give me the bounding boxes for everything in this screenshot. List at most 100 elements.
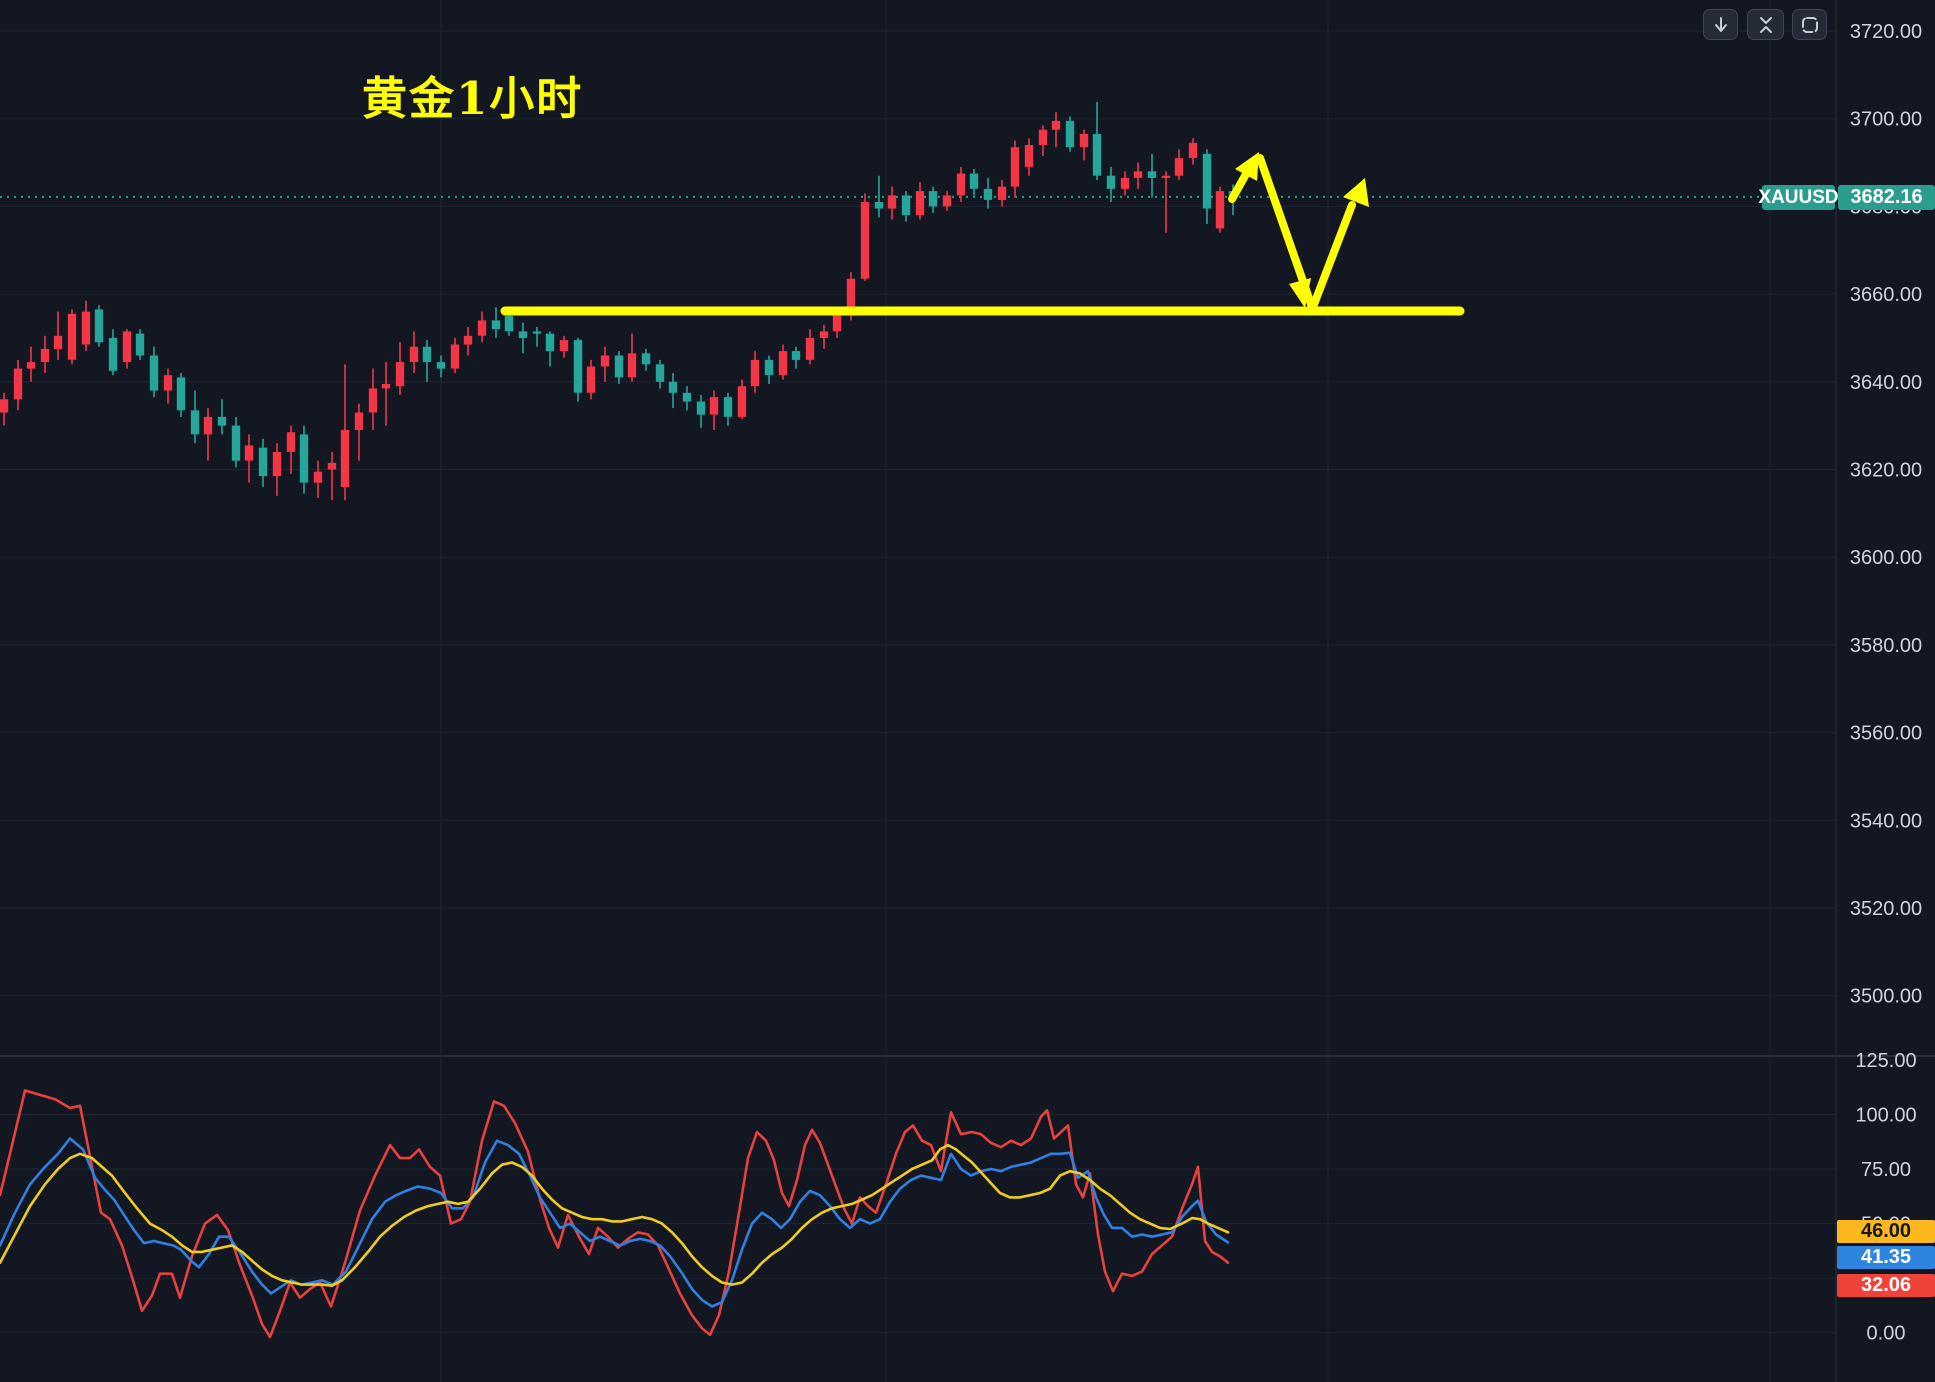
up-arrow-1-head[interactable] <box>1235 152 1259 181</box>
candle-body <box>573 340 583 393</box>
candle-body <box>26 362 36 369</box>
candle-body <box>258 447 268 477</box>
candle-body <box>272 452 282 477</box>
candle-body <box>450 344 460 369</box>
candle-body <box>1133 171 1143 178</box>
candle-body <box>135 333 145 356</box>
candle-body <box>1215 191 1225 229</box>
candle-body <box>81 311 91 345</box>
candle-body <box>149 355 159 391</box>
candle-body <box>942 195 952 207</box>
candle-body <box>1065 120 1075 148</box>
price-tick-label: 3600.00 <box>1850 547 1922 569</box>
down-leg-head[interactable] <box>1289 278 1311 308</box>
maximize-pane-button[interactable] <box>1792 9 1827 40</box>
candle-body <box>491 320 501 330</box>
candle-body <box>750 359 760 387</box>
candle-body <box>327 462 337 470</box>
candle-body <box>627 353 637 378</box>
candle-body <box>819 331 829 338</box>
candle-body <box>477 320 487 336</box>
candle-body <box>1010 147 1020 187</box>
collapse-pane-button[interactable] <box>1747 9 1784 40</box>
candle-body <box>668 381 678 393</box>
candle-body <box>901 195 911 216</box>
arrow-down-icon <box>1714 16 1727 32</box>
candle-body <box>244 445 254 461</box>
candle-body <box>887 195 897 209</box>
candle-body <box>1106 175 1116 189</box>
candle-body <box>40 348 50 363</box>
candle-body <box>122 331 132 363</box>
candle-body <box>846 278 856 314</box>
candle-body <box>395 362 405 387</box>
candle-body <box>983 188 993 200</box>
price-tick-label: 3620.00 <box>1850 460 1922 482</box>
candle-body <box>641 353 651 365</box>
price-tick-label: 3640.00 <box>1850 372 1922 394</box>
candle-body <box>176 377 186 411</box>
candle-body <box>231 425 241 461</box>
candle-body <box>13 368 23 400</box>
candle-body <box>381 384 391 389</box>
candle-body <box>1188 142 1198 159</box>
up-arrow-2-drawing[interactable] <box>1309 201 1356 311</box>
candle-body <box>504 316 514 332</box>
candle-body <box>436 362 446 369</box>
candle-body <box>1147 171 1157 178</box>
candle-body <box>614 355 624 378</box>
candle-body <box>286 432 296 452</box>
candle-body <box>1092 134 1102 176</box>
candle-body <box>518 331 528 338</box>
candle-body <box>1202 153 1212 209</box>
candle-body <box>1051 120 1061 130</box>
candle-body <box>0 399 9 413</box>
chevrons-collapse-icon <box>1759 16 1772 33</box>
candle-body <box>53 335 63 349</box>
candle-body <box>586 366 596 393</box>
price-tick-label: 3560.00 <box>1850 723 1922 745</box>
slow-line-plot <box>0 1143 1230 1287</box>
candle-body <box>422 346 432 362</box>
mid-line-plot <box>0 1137 1230 1308</box>
candle-body <box>969 173 979 189</box>
fast-line-plot <box>0 1089 1230 1339</box>
candle-body <box>1174 158 1184 176</box>
candle-body <box>203 416 213 435</box>
candle-body <box>805 337 815 360</box>
up-arrow-2-head[interactable] <box>1343 178 1369 207</box>
candle-body <box>655 364 665 382</box>
candle-body <box>545 333 555 352</box>
price-tick-label: 3720.00 <box>1850 21 1922 43</box>
candle-body <box>532 331 542 334</box>
oscillator-value-badge-fast: 32.06 <box>1837 1274 1935 1297</box>
candle-body <box>682 392 692 402</box>
candle-body <box>67 313 77 360</box>
candle-body <box>368 388 378 413</box>
candle-body <box>1024 145 1034 167</box>
fullscreen-frame-icon <box>1801 16 1818 33</box>
symbol-label-badge: XAUUSD <box>1758 185 1839 210</box>
candle-body <box>1120 177 1130 189</box>
oscillator-tick-label: 75.00 <box>1861 1159 1911 1181</box>
candle-body <box>190 410 200 435</box>
candle-body <box>409 346 419 362</box>
price-tick-label: 3660.00 <box>1850 284 1922 306</box>
candle-body <box>217 416 227 426</box>
candle-body <box>764 359 774 376</box>
candle-body <box>997 186 1007 200</box>
candle-body <box>737 386 747 417</box>
candle-body <box>915 191 925 216</box>
candle-body <box>354 412 364 430</box>
oscillator-tick-label: 0.00 <box>1867 1323 1906 1345</box>
candle-body <box>791 351 801 360</box>
candle-body <box>928 191 938 207</box>
candle-body <box>956 173 966 196</box>
last-price-badge: 3682.16 <box>1838 185 1935 210</box>
candle-body <box>600 355 610 367</box>
scroll-down-button[interactable] <box>1703 9 1738 40</box>
oscillator-tick-label: 125.00 <box>1855 1050 1916 1072</box>
candle-body <box>463 335 473 345</box>
